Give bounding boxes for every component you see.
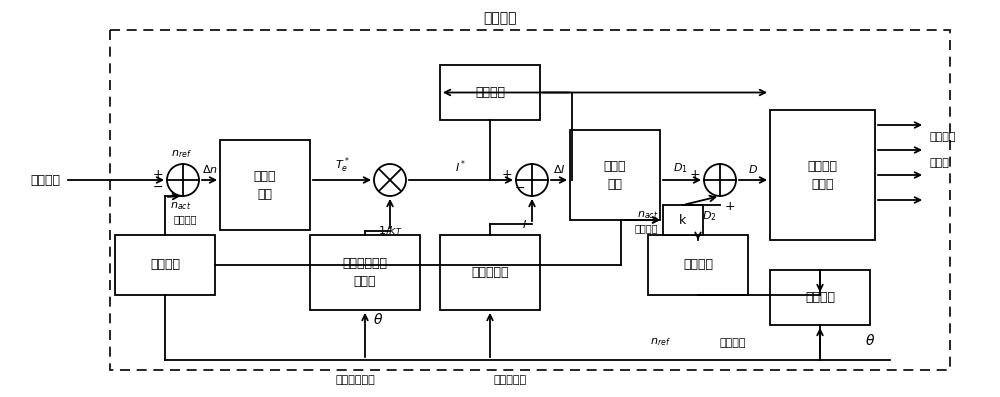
Bar <box>663 205 703 235</box>
Text: 相电流信号: 相电流信号 <box>493 375 527 385</box>
Text: $I^*$: $I^*$ <box>455 158 467 175</box>
Bar <box>770 110 875 240</box>
Bar <box>115 235 215 295</box>
Text: 速度调
节器: 速度调 节器 <box>254 170 276 200</box>
Bar <box>770 270 870 325</box>
Circle shape <box>167 164 199 196</box>
Text: +: + <box>152 168 163 181</box>
Text: $\Delta I$: $\Delta I$ <box>553 163 565 175</box>
Text: $1/k_T$: $1/k_T$ <box>378 224 402 238</box>
Text: $T_e^*$: $T_e^*$ <box>335 155 349 175</box>
Bar <box>310 235 420 310</box>
Bar <box>648 235 748 295</box>
Text: −: − <box>515 181 526 195</box>
Text: $D$: $D$ <box>748 163 758 175</box>
Text: 控制单元: 控制单元 <box>483 11 517 25</box>
Text: $\Delta n$: $\Delta n$ <box>202 163 217 175</box>
Text: 判断正负: 判断正负 <box>683 258 713 272</box>
Text: $\theta$: $\theta$ <box>373 312 383 328</box>
Text: k: k <box>679 214 687 227</box>
Text: 速度指令: 速度指令 <box>30 173 60 187</box>
Text: 速度计算: 速度计算 <box>150 258 180 272</box>
Bar <box>220 140 310 230</box>
Text: $n_{act}$: $n_{act}$ <box>637 209 658 221</box>
Circle shape <box>516 164 548 196</box>
Text: 电流调
节器: 电流调 节器 <box>604 160 626 191</box>
Text: $D_1$: $D_1$ <box>673 161 687 175</box>
Text: 速度指令: 速度指令 <box>720 338 746 348</box>
Text: 转矩系数倒数
数据库: 转矩系数倒数 数据库 <box>342 257 388 288</box>
Bar <box>570 130 660 220</box>
Text: 相电流选择: 相电流选择 <box>471 266 509 279</box>
Circle shape <box>374 164 406 196</box>
Text: −: − <box>152 181 163 193</box>
Text: +: + <box>725 200 736 213</box>
Bar <box>440 65 540 120</box>
Text: 实际转速: 实际转速 <box>173 214 197 224</box>
Text: 转子位置信息: 转子位置信息 <box>335 375 375 385</box>
Text: 开关状态
查询表: 开关状态 查询表 <box>808 160 838 191</box>
Circle shape <box>704 164 736 196</box>
Bar <box>110 30 950 370</box>
Text: $n_{act}$: $n_{act}$ <box>170 200 192 212</box>
Text: $n_{ref}$: $n_{ref}$ <box>171 148 191 160</box>
Text: $I$: $I$ <box>522 218 526 230</box>
Text: 扇区判断: 扇区判断 <box>805 291 835 304</box>
Text: 制信号: 制信号 <box>930 158 950 168</box>
Text: $n_{ref}$: $n_{ref}$ <box>650 336 670 348</box>
Text: 判断正负: 判断正负 <box>475 86 505 99</box>
Text: $D_2$: $D_2$ <box>702 209 717 223</box>
Text: 变换器控: 变换器控 <box>930 132 956 142</box>
Text: +: + <box>501 168 512 181</box>
Bar <box>440 235 540 310</box>
Text: 实际转速: 实际转速 <box>635 223 658 233</box>
Text: +: + <box>689 168 700 181</box>
Text: $\theta$: $\theta$ <box>865 333 875 348</box>
